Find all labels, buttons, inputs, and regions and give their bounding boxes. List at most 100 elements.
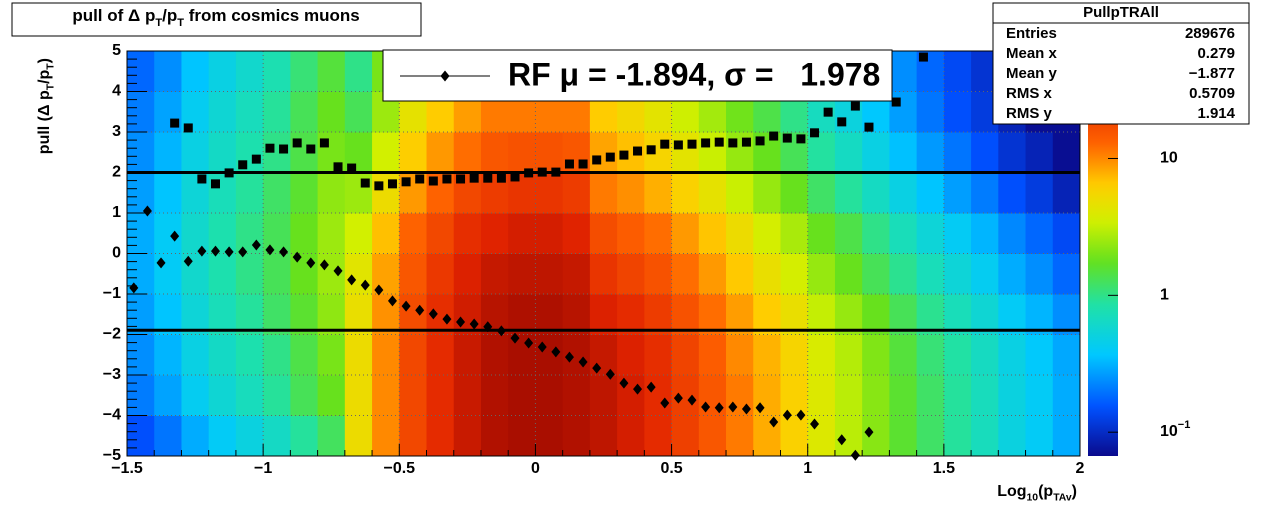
heatmap-cell [290, 91, 319, 133]
heatmap-cell [698, 415, 727, 457]
marker [279, 144, 289, 154]
heatmap-cell [943, 253, 972, 295]
marker [333, 162, 343, 172]
text-part: /p [162, 6, 177, 25]
heatmap-cell [181, 375, 210, 416]
heatmap-cell [290, 375, 319, 416]
marker [251, 154, 261, 164]
heatmap-cell [317, 334, 346, 376]
title-box [11, 2, 422, 37]
marker [401, 300, 411, 312]
text-part: /p [36, 69, 53, 83]
marker [292, 251, 302, 263]
heatmap-cell [834, 294, 863, 335]
heatmap-cell [535, 172, 564, 214]
heatmap-cell [644, 334, 673, 376]
heatmap-cell [916, 375, 945, 416]
heatmap-cell [208, 375, 237, 416]
heatmap-cell [780, 294, 809, 335]
marker [728, 401, 738, 413]
marker [142, 205, 152, 217]
marker [156, 257, 166, 269]
heatmap-cell [1052, 253, 1081, 295]
stats-value: 0.279 [1197, 45, 1235, 62]
heatmap-cell [426, 253, 455, 295]
marker [265, 143, 275, 153]
heatmap-cell [807, 334, 836, 376]
marker [238, 160, 248, 170]
heatmap-cell [998, 172, 1027, 214]
heatmap-cell [726, 172, 754, 214]
heatmap-cell [726, 415, 754, 457]
marker [687, 139, 697, 149]
heatmap-cell [1025, 172, 1054, 214]
heatmap-cell [889, 253, 918, 295]
heatmap-cell [1052, 172, 1081, 214]
heatmap-cell [916, 415, 945, 457]
heatmap-cell [753, 172, 781, 214]
legend-label: RF μ = -1.894, σ = 1.978 [508, 56, 880, 92]
marker [510, 172, 520, 182]
heatmap-cell [862, 294, 890, 335]
marker [183, 255, 193, 267]
heatmap-cell [943, 132, 972, 173]
heatmap-cell [154, 253, 182, 295]
marker [210, 245, 220, 257]
heatmap-cell [508, 253, 536, 295]
heatmap-cell [1025, 213, 1054, 254]
heatmap-cell [508, 294, 536, 335]
heatmap-cell [617, 172, 645, 214]
marker [374, 181, 384, 191]
marker [279, 246, 289, 258]
heatmap-cell [290, 213, 319, 254]
heatmap-cell [263, 415, 291, 457]
marker [347, 274, 357, 286]
marker [428, 308, 438, 320]
heatmap-cell [453, 375, 482, 416]
heatmap-cell [998, 213, 1027, 254]
heatmap-cell [834, 132, 863, 173]
marker [265, 244, 275, 256]
heatmap-cell [154, 213, 182, 254]
heatmap-cell [127, 415, 155, 457]
heatmap-cell [698, 375, 727, 416]
heatmap-cell [562, 172, 591, 214]
marker [442, 313, 452, 325]
heatmap-cell [317, 51, 346, 92]
heatmap-cell [807, 294, 836, 335]
heatmap-cell [480, 334, 509, 376]
heatmap-cell [889, 213, 918, 254]
marker [864, 122, 874, 132]
heatmap-cell [372, 132, 400, 173]
heatmap-cell [290, 172, 319, 214]
heatmap-cell [535, 375, 564, 416]
heatmap-cell [453, 253, 482, 295]
marker [837, 117, 847, 127]
y-tick-label: −3 [103, 366, 121, 383]
heatmap-cell [208, 91, 237, 133]
marker [496, 325, 506, 337]
marker [456, 316, 466, 328]
heatmap-cell [181, 51, 210, 92]
heatmap-cell [834, 172, 863, 214]
heatmap-cell [726, 253, 754, 295]
heatmap-cell [453, 415, 482, 457]
heatmap-cell [344, 375, 373, 416]
heatmap-cell [1025, 132, 1054, 173]
marker [428, 176, 438, 186]
heatmap-cell [399, 294, 428, 335]
heatmap-cell [671, 253, 700, 295]
marker [714, 402, 724, 414]
marker [469, 318, 479, 330]
subscript: T [177, 17, 184, 29]
heatmap-cell [235, 294, 264, 335]
heatmap-cell [290, 415, 319, 457]
marker [578, 159, 588, 169]
heatmap-cell [480, 375, 509, 416]
marker [415, 304, 425, 316]
marker [197, 174, 207, 184]
marker [769, 131, 779, 141]
heatmap-cell [916, 334, 945, 376]
marker [660, 139, 670, 149]
heatmap-cell [235, 91, 264, 133]
